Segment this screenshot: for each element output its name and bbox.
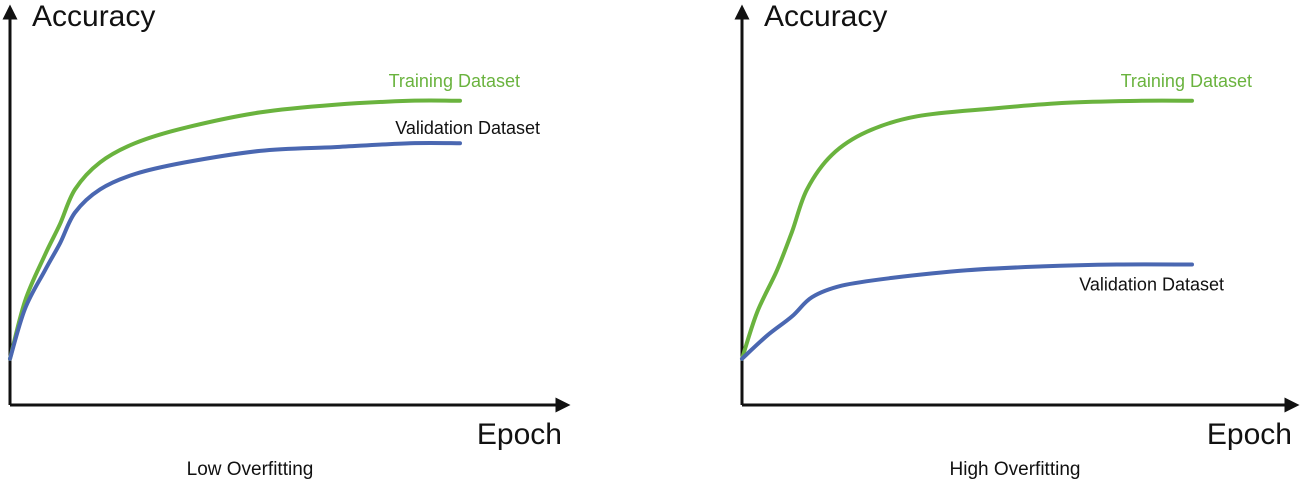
series-line-validation-dataset bbox=[8, 140, 462, 361]
y-axis-label: Accuracy bbox=[32, 0, 155, 33]
series-label-training-dataset: Training Dataset bbox=[389, 71, 520, 91]
chart-panel-right: Accuracy Epoch High Overfitting Training… bbox=[734, 0, 1300, 480]
series-layer: Training Dataset Validation Dataset bbox=[8, 71, 540, 361]
chart-panel-left: Accuracy Epoch Low Overfitting Training … bbox=[2, 0, 571, 480]
series-line-training-dataset bbox=[8, 98, 462, 361]
x-axis-label: Epoch bbox=[1207, 418, 1292, 451]
series-label-validation-dataset: Validation Dataset bbox=[1079, 275, 1224, 295]
series-label-training-dataset: Training Dataset bbox=[1121, 71, 1252, 91]
series-layer: Training Dataset Validation Dataset bbox=[740, 71, 1252, 361]
chart-caption: High Overfitting bbox=[950, 459, 1081, 480]
series-line-validation-dataset bbox=[740, 262, 1194, 361]
series-line-training-dataset bbox=[740, 98, 1194, 361]
x-axis-label: Epoch bbox=[477, 418, 562, 451]
y-axis-label: Accuracy bbox=[764, 0, 887, 33]
chart-caption: Low Overfitting bbox=[187, 459, 314, 480]
series-label-validation-dataset: Validation Dataset bbox=[395, 118, 540, 138]
